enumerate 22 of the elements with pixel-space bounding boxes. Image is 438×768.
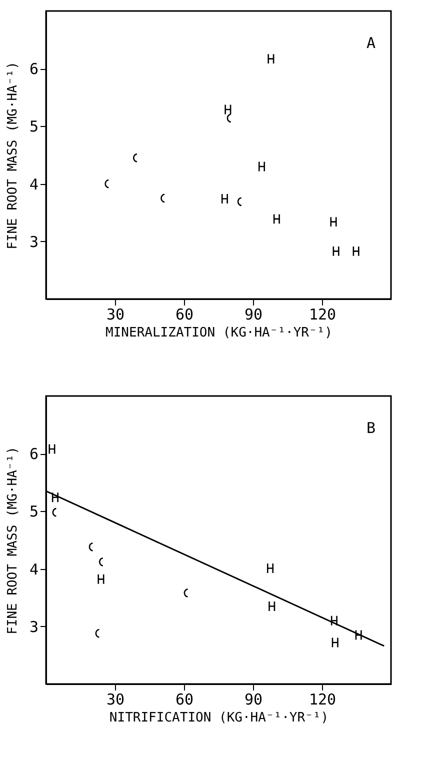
- x-tick-label: 120: [308, 690, 336, 708]
- y-axis-title: FINE ROOT MASS (MG·HA⁻¹): [5, 62, 20, 250]
- x-tick-label: 30: [106, 690, 125, 708]
- x-tick-label: 90: [244, 690, 263, 708]
- x-tick-label: 90: [244, 306, 263, 324]
- y-tick-label: 3: [29, 618, 38, 636]
- x-axis-title: MINERALIZATION (KG·HA⁻¹·YR⁻¹): [106, 326, 332, 340]
- y-tick-label: 6: [29, 60, 38, 78]
- annotation: A: [366, 34, 376, 52]
- x-tick-label: 60: [175, 306, 194, 324]
- x-axis-title: NITRIFICATION (KG·HA⁻¹·YR⁻¹): [109, 710, 329, 726]
- y-tick-label: 3: [29, 232, 38, 251]
- y-tick-label: 5: [29, 502, 38, 521]
- y-tick-label: 4: [29, 560, 38, 578]
- y-axis-title: FINE ROOT MASS (MG·HA⁻¹): [5, 446, 20, 634]
- y-tick-label: 5: [29, 118, 38, 136]
- y-tick-label: 4: [29, 175, 38, 194]
- annotation: B: [366, 419, 376, 437]
- x-tick-label: 30: [106, 306, 125, 324]
- x-tick-label: 120: [308, 306, 336, 324]
- x-tick-label: 60: [175, 690, 194, 708]
- y-tick-label: 6: [29, 445, 38, 464]
